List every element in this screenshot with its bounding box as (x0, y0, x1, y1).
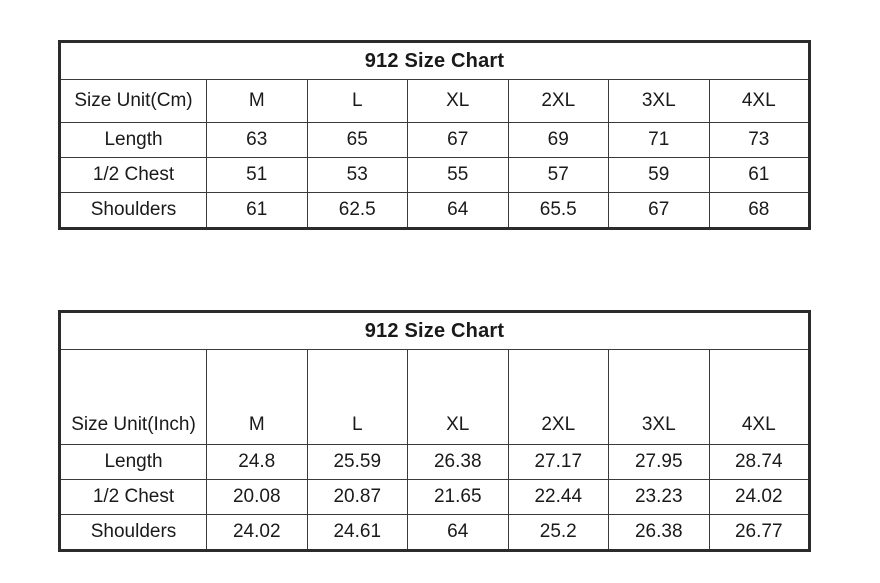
measurement-cell: 69 (507, 122, 609, 158)
row-label: 1/2 Chest (59, 157, 207, 193)
column-header-4xl: 4XL (708, 79, 811, 123)
column-header-2xl: 2XL (507, 349, 609, 445)
measurement-cell: 27.17 (507, 444, 609, 480)
measurement-cell: 26.38 (407, 444, 509, 480)
size-unit-label: Size Unit(Inch) (59, 349, 207, 445)
measurement-cell: 24.8 (206, 444, 308, 480)
measurement-cell: 68 (708, 192, 811, 229)
column-header-2xl: 2XL (507, 79, 609, 123)
measurement-cell: 64 (407, 192, 509, 229)
table-row: Length 63 65 67 69 71 73 (59, 122, 811, 158)
measurement-cell: 25.2 (507, 514, 609, 551)
measurement-cell: 25.59 (306, 444, 408, 480)
table-row: Shoulders 24.02 24.61 64 25.2 26.38 26.77 (59, 514, 811, 551)
size-table: 912 Size Chart Size Unit(Inch) M L XL 2XL 3XL 4… (58, 310, 812, 552)
measurement-cell: 26.38 (608, 514, 710, 551)
table-title: 912 Size Chart (58, 311, 811, 350)
column-header-m: M (206, 79, 308, 123)
row-label: Length (59, 444, 207, 480)
measurement-cell: 71 (608, 122, 710, 158)
column-header-xl: XL (407, 349, 509, 445)
table-row: Shoulders 61 62.5 64 65.5 67 68 (59, 192, 811, 229)
measurement-cell: 61 (708, 157, 811, 193)
column-header-4xl: 4XL (708, 349, 811, 445)
measurement-cell: 65.5 (507, 192, 609, 229)
measurement-cell: 24.02 (708, 479, 811, 515)
table-title: 912 Size Chart (58, 41, 811, 80)
measurement-cell: 28.74 (708, 444, 811, 480)
measurement-cell: 22.44 (507, 479, 609, 515)
measurement-cell: 26.77 (708, 514, 811, 551)
measurement-cell: 62.5 (306, 192, 408, 229)
measurement-cell: 24.61 (306, 514, 408, 551)
measurement-cell: 27.95 (608, 444, 710, 480)
measurement-cell: 23.23 (608, 479, 710, 515)
column-header-l: L (306, 79, 408, 123)
measurement-cell: 53 (306, 157, 408, 193)
row-label: Length (59, 122, 207, 158)
measurement-cell: 65 (306, 122, 408, 158)
measurement-cell: 21.65 (407, 479, 509, 515)
measurement-cell: 20.08 (206, 479, 308, 515)
measurement-cell: 67 (608, 192, 710, 229)
column-header-3xl: 3XL (608, 79, 710, 123)
table-row: Length 24.8 25.59 26.38 27.17 27.95 28.74 (59, 444, 811, 480)
measurement-cell: 73 (708, 122, 811, 158)
column-header-3xl: 3XL (608, 349, 710, 445)
measurement-cell: 55 (407, 157, 509, 193)
table-title-row: 912 Size Chart (58, 311, 811, 350)
table-row: 1/2 Chest 51 53 55 57 59 61 (59, 157, 811, 193)
size-chart-cm: 912 Size Chart Size Unit(Cm) M L XL 2XL 3XL 4XL… (58, 40, 812, 230)
row-label: Shoulders (59, 514, 207, 551)
measurement-cell: 61 (206, 192, 308, 229)
measurement-cell: 67 (407, 122, 509, 158)
size-table: 912 Size Chart Size Unit(Cm) M L XL 2XL 3XL 4XL… (58, 40, 812, 230)
measurement-cell: 20.87 (306, 479, 408, 515)
row-label: Shoulders (59, 192, 207, 229)
measurement-cell: 64 (407, 514, 509, 551)
table-header-row: Size Unit(Cm) M L XL 2XL 3XL 4XL (59, 79, 811, 123)
table-header-row: Size Unit(Inch) M L XL 2XL 3XL 4XL (59, 349, 811, 445)
row-label: 1/2 Chest (59, 479, 207, 515)
measurement-cell: 63 (206, 122, 308, 158)
measurement-cell: 51 (206, 157, 308, 193)
measurement-cell: 59 (608, 157, 710, 193)
column-header-m: M (206, 349, 308, 445)
size-unit-label: Size Unit(Cm) (59, 79, 207, 123)
table-title-row: 912 Size Chart (58, 41, 811, 80)
column-header-l: L (306, 349, 408, 445)
table-row: 1/2 Chest 20.08 20.87 21.65 22.44 23.23 24.02 (59, 479, 811, 515)
size-chart-inch: 912 Size Chart Size Unit(Inch) M L XL 2XL 3XL 4… (58, 310, 812, 552)
measurement-cell: 57 (507, 157, 609, 193)
measurement-cell: 24.02 (206, 514, 308, 551)
column-header-xl: XL (407, 79, 509, 123)
